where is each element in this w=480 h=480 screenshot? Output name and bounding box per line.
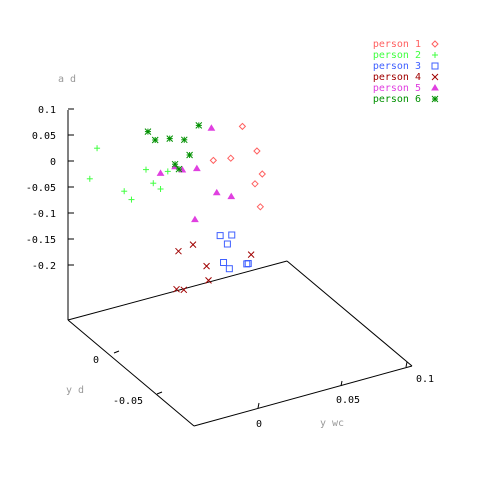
base-edge-left xyxy=(67,319,195,427)
data-point xyxy=(256,203,265,211)
data-point xyxy=(203,262,210,270)
base-edge-right xyxy=(286,260,413,367)
data-point xyxy=(243,260,251,268)
data-point xyxy=(207,124,216,131)
data-point xyxy=(216,232,224,240)
data-point xyxy=(121,188,128,195)
z-tick-label: -0.15 xyxy=(26,235,56,246)
legend-entry-label: person 6 xyxy=(373,94,421,105)
data-point xyxy=(144,128,152,135)
data-point xyxy=(128,196,135,203)
z-tick-label: 0 xyxy=(50,157,56,168)
legend-entry-label: person 1 xyxy=(373,39,421,50)
data-point xyxy=(228,231,236,239)
data-point xyxy=(175,165,183,173)
z-tick-label: -0.2 xyxy=(32,261,56,272)
x-axis-label: y wc xyxy=(320,418,344,429)
data-point xyxy=(431,40,439,48)
data-point xyxy=(212,188,221,196)
data-point xyxy=(150,180,157,187)
data-point xyxy=(156,169,165,176)
data-point xyxy=(251,180,259,188)
y-axis-tickmarks xyxy=(113,350,163,395)
data-point xyxy=(94,145,101,152)
z-tick-label: 0.1 xyxy=(38,105,56,116)
data-point xyxy=(227,192,236,200)
data-point xyxy=(431,95,439,103)
data-point xyxy=(258,170,266,178)
x-tick-label: 0.1 xyxy=(416,374,434,385)
legend-entry-label: person 3 xyxy=(373,61,421,72)
data-point xyxy=(173,285,180,293)
z-axis-tickmarks xyxy=(68,108,74,266)
data-point xyxy=(164,168,171,175)
data-point xyxy=(180,286,188,294)
x-tick-label: 0.05 xyxy=(336,395,360,406)
data-point xyxy=(157,186,164,192)
z-tick-label: -0.05 xyxy=(26,183,56,194)
data-point xyxy=(166,135,174,142)
data-point xyxy=(209,156,218,165)
base-edge-front xyxy=(193,365,413,427)
data-point xyxy=(431,84,439,91)
data-point xyxy=(186,151,193,159)
x-tick-label: 0 xyxy=(256,419,262,430)
data-point xyxy=(223,240,231,248)
legend-entry-label: person 5 xyxy=(373,83,421,94)
data-point xyxy=(151,136,159,144)
data-point xyxy=(86,175,93,182)
data-point xyxy=(180,136,188,144)
data-point xyxy=(220,259,228,266)
data-point xyxy=(253,147,261,155)
x-axis-tickmarks xyxy=(257,361,408,409)
data-point xyxy=(143,166,149,173)
z-axis-label: a d xyxy=(58,74,76,85)
data-point xyxy=(238,122,247,131)
data-point xyxy=(225,265,233,273)
y-tick-label: -0.05 xyxy=(113,396,143,407)
data-point xyxy=(195,122,203,129)
legend-entry-label: person 2 xyxy=(373,50,421,61)
z-tick-label: 0.05 xyxy=(32,131,56,142)
data-point xyxy=(175,247,182,255)
data-point xyxy=(192,164,201,172)
data-point xyxy=(191,215,199,223)
data-point xyxy=(171,160,179,168)
data-point xyxy=(432,52,438,58)
data-point xyxy=(247,251,255,258)
data-point xyxy=(431,62,439,70)
data-point xyxy=(431,73,439,81)
y-tick-label: 0 xyxy=(93,355,99,366)
data-point xyxy=(189,241,197,248)
z-tick-label: -0.1 xyxy=(32,209,56,220)
data-points xyxy=(86,122,266,294)
y-axis-label: y d xyxy=(66,385,84,396)
data-point xyxy=(227,154,235,162)
data-point xyxy=(205,277,212,284)
legend-entry-label: person 4 xyxy=(373,72,421,83)
